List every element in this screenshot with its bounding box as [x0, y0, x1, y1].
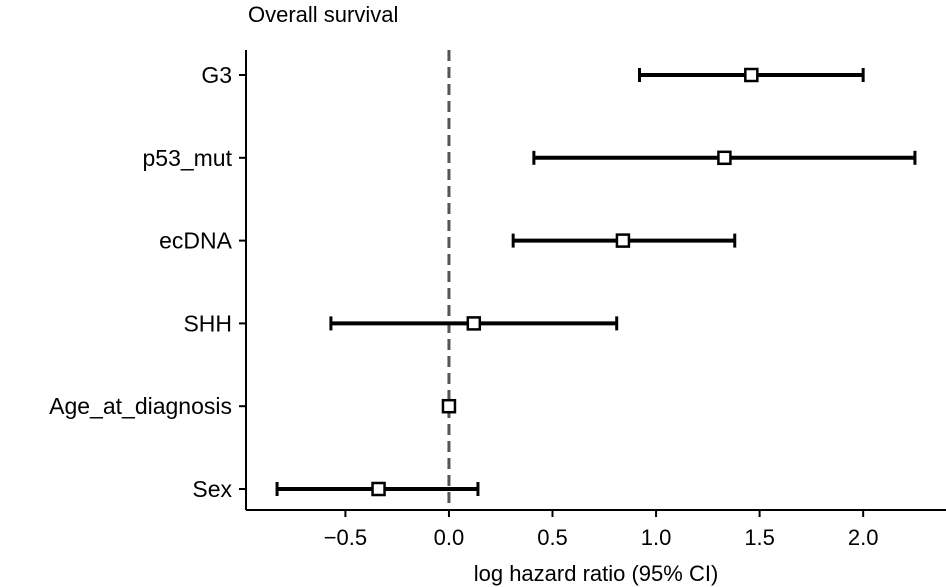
estimate-marker [744, 67, 759, 83]
estimate-marker [466, 316, 482, 331]
y-tick-label: G3 [201, 62, 232, 88]
x-axis-label: log hazard ratio (95% CI) [474, 561, 719, 586]
y-tick-label: Sex [192, 476, 232, 502]
estimate-marker [441, 398, 457, 414]
x-tick-label: 1.5 [744, 525, 775, 550]
x-tick-label: 0.0 [434, 525, 465, 550]
estimate-marker [371, 481, 386, 497]
y-tick-label: Age_at_diagnosis [49, 393, 232, 419]
y-tick-label: ecDNA [159, 228, 233, 254]
y-tick-label: SHH [183, 310, 232, 336]
estimate-marker [615, 233, 631, 248]
y-axis-labels: G3 p53_mut ecDNA SHH Age_at_diagnosis Sex [49, 62, 246, 502]
x-tick-label: 1.0 [641, 525, 672, 550]
x-tick-label: −0.5 [324, 525, 367, 550]
x-axis: −0.5 0.0 0.5 1.0 1.5 2.0 [324, 510, 879, 550]
y-tick-label: p53_mut [142, 145, 232, 171]
x-tick-label: 2.0 [848, 525, 879, 550]
plot-area [275, 50, 917, 510]
estimate-marker [717, 150, 732, 166]
chart-title: Overall survival [248, 2, 398, 27]
x-tick-label: 0.5 [537, 525, 568, 550]
